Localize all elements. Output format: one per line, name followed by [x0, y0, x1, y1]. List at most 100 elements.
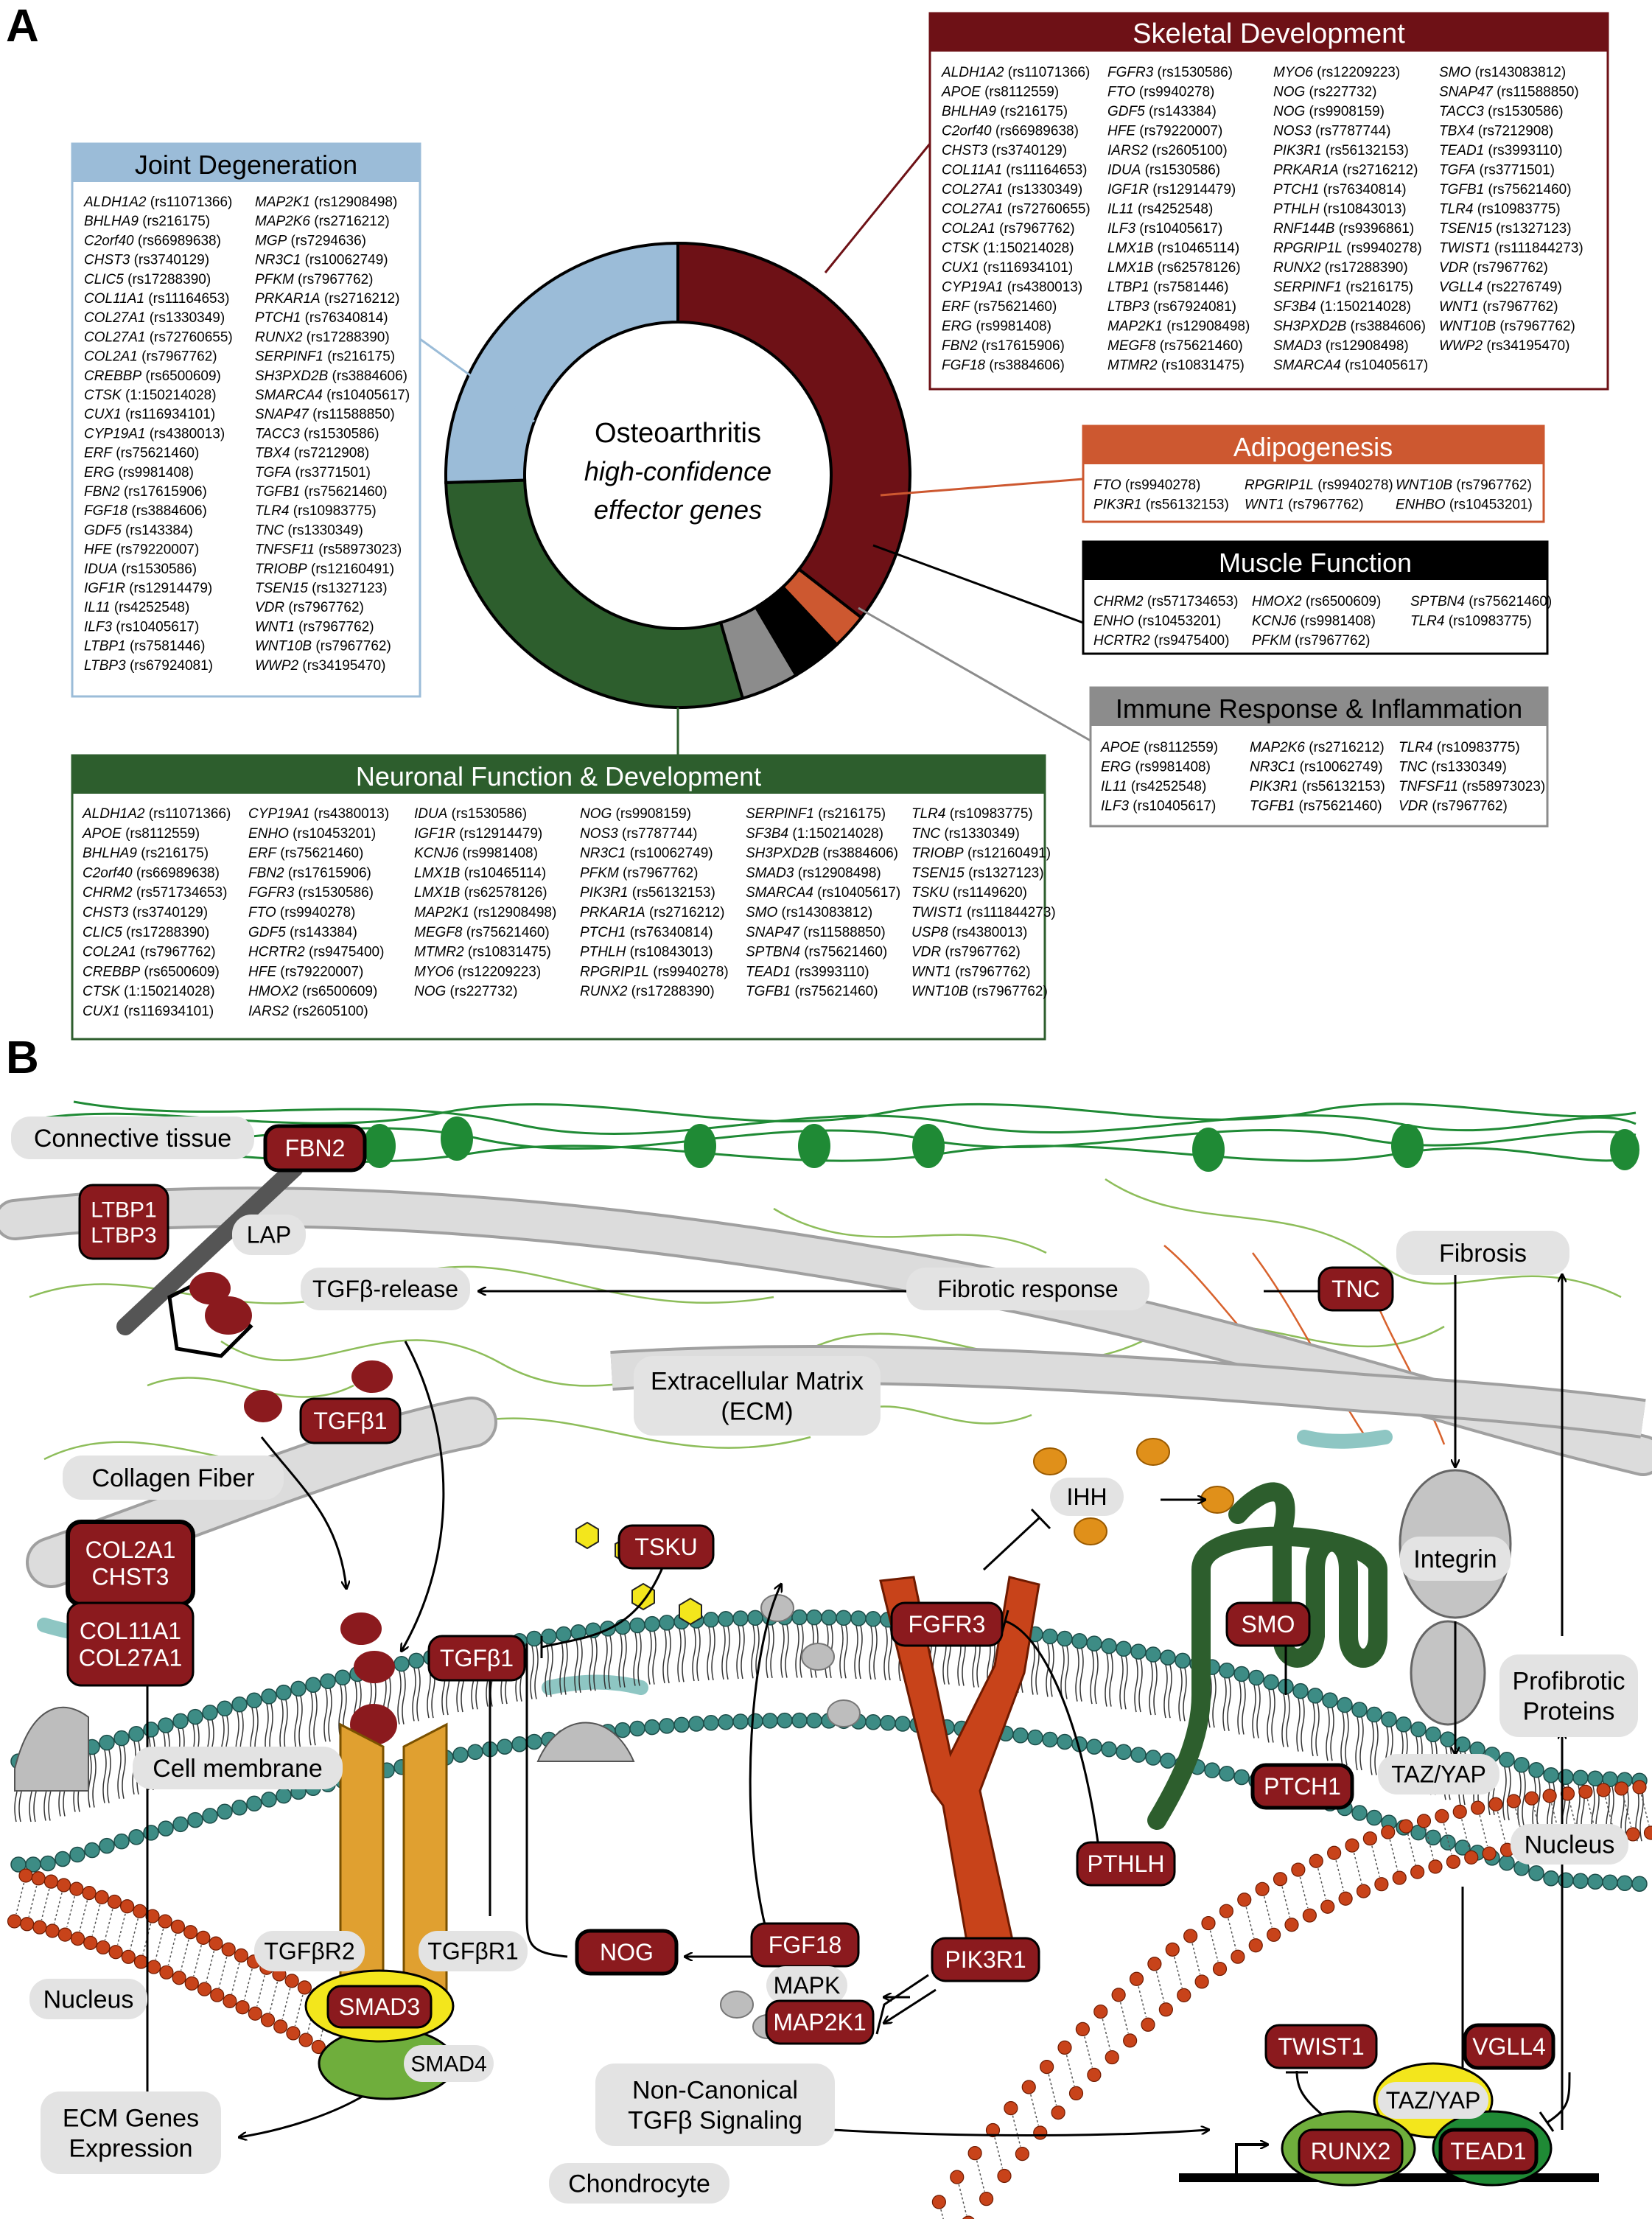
gene-entry: C2orf40 (rs66989638) — [942, 124, 1079, 139]
gene-entry: PIK3R1 (rs56132153) — [580, 885, 715, 901]
gene-entry: VDR (rs7967762) — [1439, 260, 1548, 276]
gene-entry: SPTBN4 (rs75621460) — [746, 945, 887, 960]
gene-entry: TEAD1 (rs3993110) — [1439, 143, 1563, 158]
gene-entry: MTMR2 (rs10831475) — [414, 945, 551, 960]
gene-entry: PFKM (rs7967762) — [1252, 633, 1371, 649]
gene-entry: CYP19A1 (rs4380013) — [84, 426, 225, 441]
gene-entry: FGF18 (rs3884606) — [942, 358, 1065, 374]
gene-entry: TNC (rs1330349) — [911, 826, 1020, 842]
gene-entry: ERF (rs75621460) — [942, 299, 1057, 315]
gene-entry: LMX1B (rs10465114) — [414, 865, 546, 881]
box-joint-degeneration: Joint Degeneration ALDH1A2 (rs11071366) B… — [71, 142, 421, 698]
gene-entry: USP8 (rs4380013) — [911, 925, 1027, 940]
gene-entry: SNAP47 (rs11588850) — [255, 407, 395, 422]
gene-entry: TNC (rs1330349) — [255, 523, 363, 538]
gene-entry: TLR4 (rs10983775) — [255, 503, 377, 519]
gene-entry: COL27A1 (rs1330349) — [84, 310, 225, 326]
box-skeletal-development: Skeletal Development ALDH1A2 (rs11071366… — [928, 12, 1609, 391]
donut-slice-4 — [444, 478, 745, 709]
gene-entry: COL27A1 (rs72760655) — [84, 329, 233, 345]
gene-entry: WNT10B (rs7967762) — [1439, 319, 1575, 335]
gene-entry: CHRM2 (rs571734653) — [1093, 594, 1238, 609]
gene-chst3: CHST3 — [92, 1564, 169, 1590]
gene-entry: TLR4 (rs10983775) — [911, 806, 1033, 822]
connective-tissue-nodes — [363, 1117, 1639, 1172]
gene-entry: IDUA (rs1530586) — [84, 562, 197, 577]
gene-entry: SERPINF1 (rs216175) — [1273, 280, 1413, 296]
gene-entry: MTMR2 (rs10831475) — [1107, 358, 1245, 374]
gene-entry: ERG (rs9981408) — [84, 465, 194, 481]
label-tgfb_release: TGFβ-release — [312, 1276, 458, 1302]
membrane-gray-proteins — [14, 1706, 635, 1792]
gene-entry: MEGF8 (rs75621460) — [414, 925, 550, 940]
label-chondrocyte: Chondrocyte — [549, 2163, 729, 2204]
gene-entry: WNT10B (rs7967762) — [911, 984, 1048, 999]
gene-pill-smo: SMO — [1225, 1601, 1311, 1647]
label-ihh: IHH — [1066, 1484, 1107, 1510]
gene-entry: TGFB1 (rs75621460) — [1250, 799, 1382, 814]
gene-entry: TGFA (rs3771501) — [255, 465, 371, 481]
gene-entry: COL11A1 (rs11164653) — [942, 163, 1088, 178]
gene-pill-tgfb1_upper: TGFβ1 — [299, 1397, 402, 1444]
gene-fgfr3: FGFR3 — [909, 1611, 986, 1638]
label-tgfbr1: TGFβR1 — [419, 1931, 528, 1971]
gene-pill-tsku: TSKU — [617, 1524, 715, 1570]
gene-entry: VDR (rs7967762) — [911, 945, 1021, 960]
gene-tgfb1_upper: TGFβ1 — [313, 1408, 387, 1434]
skeletal-title: Skeletal Development — [1133, 18, 1405, 49]
gene-entry: ERF (rs75621460) — [248, 846, 363, 862]
gene-entry: VDR (rs7967762) — [1399, 799, 1508, 814]
gene-pill-fgfr3: FGFR3 — [890, 1601, 1004, 1647]
gene-entry: ILF3 (rs10405617) — [1107, 221, 1222, 237]
gene-entry: LMX1B (rs62578126) — [1107, 260, 1241, 276]
gene-fgf18: FGF18 — [769, 1932, 842, 1958]
gene-entry: PIK3R1 (rs56132153) — [1093, 497, 1229, 513]
gene-entry: TNC (rs1330349) — [1399, 760, 1507, 775]
muscle-title: Muscle Function — [1219, 548, 1412, 578]
gene-entry: MAP2K1 (rs12908498) — [1107, 319, 1250, 335]
gene-entry: PFKM (rs7967762) — [255, 272, 374, 287]
gene-entry: PTCH1 (rs76340814) — [255, 310, 388, 326]
label-fibrotic_response: Fibrotic response — [906, 1268, 1149, 1310]
label-taz_yap_complex: TAZ/YAP — [1386, 2087, 1481, 2114]
label-mapk: MAPK — [774, 1972, 841, 1999]
gene-entry: CUX1 (rs116934101) — [84, 407, 215, 422]
gene-entry: APOE (rs8112559) — [1100, 740, 1218, 755]
label-profibrotic_line1: Profibrotic — [1512, 1668, 1625, 1696]
connector-muscle — [872, 544, 1084, 624]
gene-entry: KCNJ6 (rs9981408) — [414, 846, 538, 862]
gene-smad3: SMAD3 — [339, 1993, 420, 2020]
gene-entry: PTHLH (rs10843013) — [580, 945, 713, 960]
label-nucleus_left: Nucleus — [43, 1985, 134, 2013]
gene-entry: TSKU (rs1149620) — [911, 885, 1027, 901]
gene-entry: ENHBO (rs10453201) — [1396, 497, 1533, 513]
gene-entry: TSEN15 (rs1327123) — [255, 581, 388, 596]
gene-entry: SPTBN4 (rs75621460) — [1410, 594, 1552, 609]
gene-entry: SMARCA4 (rs10405617) — [746, 885, 900, 901]
gene-pill-tnc: TNC — [1317, 1266, 1394, 1312]
label-chondrocyte: Chondrocyte — [568, 2170, 710, 2198]
gene-vgll4: VGLL4 — [1472, 2033, 1546, 2060]
gene-entry: IGF1R (rs12914479) — [414, 826, 542, 842]
gene-entry: LTBP3 (rs67924081) — [1107, 299, 1236, 315]
gene-pill-pik3r1: PIK3R1 — [931, 1937, 1040, 1982]
label-nucleus_right: Nucleus — [1525, 1831, 1615, 1859]
gene-pill-fbn2: FBN2 — [263, 1124, 367, 1173]
gene-nog: NOG — [600, 1939, 654, 1965]
label-tgfbr2: TGFβR2 — [254, 1931, 365, 1971]
gene-entry: TGFB1 (rs75621460) — [255, 484, 388, 500]
gene-entry: NR3C1 (rs10062749) — [1250, 760, 1383, 775]
gene-entry: SMARCA4 (rs10405617) — [255, 388, 410, 403]
gene-entry: NOG (rs9908159) — [580, 806, 691, 822]
label-cell_membrane: Cell membrane — [153, 1755, 323, 1783]
smo-receptor — [1147, 1482, 1387, 1830]
gene-entry: WNT1 (rs7967762) — [911, 964, 1031, 979]
donut-center-line3: effector genes — [594, 495, 762, 525]
gene-entry: SH3PXD2B (rs3884606) — [746, 846, 898, 862]
label-ihh: IHH — [1050, 1478, 1124, 1516]
gene-map2k1: MAP2K1 — [773, 2009, 866, 2035]
gene-entry: ERG (rs9981408) — [942, 319, 1051, 335]
gene-entry: BHLHA9 (rs216175) — [942, 104, 1068, 119]
